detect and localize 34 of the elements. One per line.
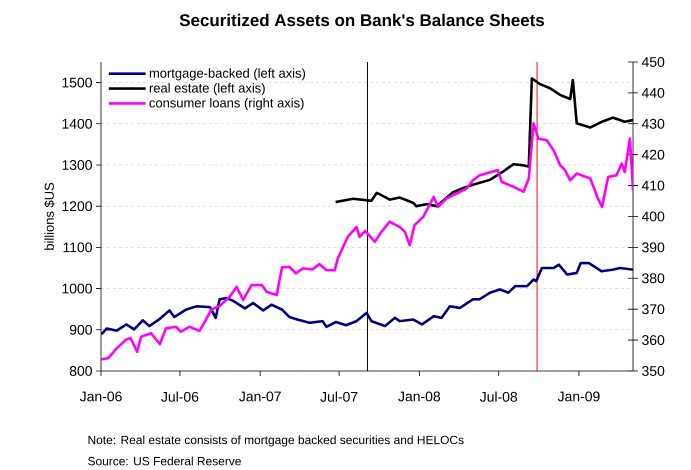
y2-tick-label: 410	[642, 180, 664, 191]
source-note: Source: US Federal Reserve	[88, 456, 241, 466]
y-tick-label: 1500	[62, 78, 92, 88]
x-tick-label: Jan-06	[80, 391, 122, 402]
y2-tick-label: 390	[642, 242, 664, 252]
line-series	[101, 262, 634, 336]
legend-label: mortgage-backed (left axis)	[150, 68, 306, 80]
chart-title: Securitized Assets on Bank's Balance Sheets	[180, 14, 544, 26]
y2-tick-label: 400	[642, 212, 664, 222]
x-tick-label: Jan-08	[398, 391, 440, 402]
y2-tick-label: 380	[642, 273, 664, 284]
y2-tick-label: 430	[642, 118, 664, 129]
y-axis-title: billions $US	[44, 182, 55, 250]
y-tick-label: 1200	[62, 201, 92, 212]
text: Note: Real estate consists of mortgage backed securities and HELOCs	[88, 435, 464, 447]
y-tick-label: 1100	[64, 242, 92, 252]
y2-tick-label: 360	[642, 335, 664, 346]
y-tick-label: 1400	[62, 118, 92, 129]
y-tick-label: 1000	[62, 284, 92, 294]
y-tick-label: 800	[70, 366, 92, 376]
x-tick-label: Jan-07	[239, 391, 281, 402]
x-tick-label: Jul-07	[320, 392, 358, 402]
y-tick-label: 1300	[62, 160, 92, 170]
x-tick-label: Jul-08	[480, 392, 518, 402]
y2-tick-label: 450	[642, 57, 664, 67]
y2-tick-label: 420	[642, 150, 664, 160]
legend-label: real estate (left axis)	[150, 83, 265, 96]
y2-tick-label: 350	[642, 366, 664, 376]
y2-tick-label: 370	[642, 304, 664, 314]
y2-tick-label: 440	[642, 88, 664, 98]
x-tick-label: Jan-09	[558, 391, 600, 402]
legend-label: consumer loans (right axis)	[150, 98, 304, 110]
y-tick-label: 900	[70, 324, 92, 335]
x-tick-label: Jul-06	[161, 392, 198, 402]
